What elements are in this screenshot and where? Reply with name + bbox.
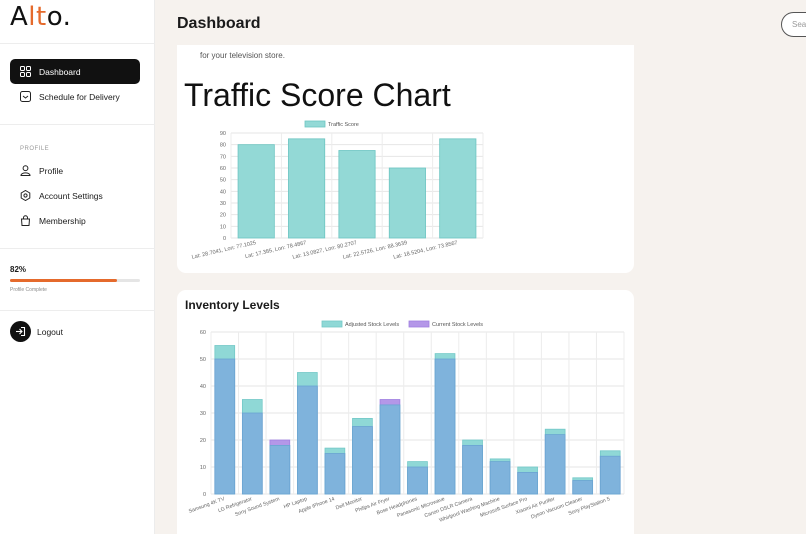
traffic-heading: Traffic Score Chart	[184, 77, 451, 113]
divider	[0, 248, 155, 249]
y-tick-label: 40	[200, 384, 206, 390]
legend-label: Traffic Score	[328, 122, 359, 128]
y-tick-label: 0	[223, 236, 226, 242]
profile-progress-caption: Profile Complete	[10, 287, 47, 293]
y-tick-label: 30	[200, 411, 206, 417]
overlap-stock-bar	[462, 444, 483, 495]
nav-schedule-label: Schedule for Delivery	[39, 91, 120, 102]
user-icon	[20, 165, 31, 176]
y-tick-label: 40	[220, 189, 226, 195]
nav-account-settings[interactable]: Account Settings	[10, 183, 140, 208]
nav-schedule-delivery[interactable]: Schedule for Delivery	[10, 84, 140, 109]
logout-label: Logout	[37, 326, 63, 337]
divider	[0, 310, 155, 311]
page-title: Dashboard	[177, 15, 261, 32]
nav-dashboard-label: Dashboard	[39, 66, 81, 77]
y-tick-label: 80	[220, 143, 226, 149]
nav-dashboard[interactable]: Dashboard	[10, 59, 140, 84]
overlap-stock-bar	[214, 358, 236, 495]
y-tick-label: 50	[220, 178, 226, 184]
inventory-card: Inventory Levels 0 10 20 30 40 50 60 Samsung 4K…	[177, 290, 634, 534]
overlap-stock-bar	[599, 455, 621, 495]
grid-icon	[20, 66, 31, 77]
overlap-stock-bar	[489, 461, 511, 495]
traffic-score-bar	[388, 167, 426, 239]
legend-label: Adjusted Stock Levels	[345, 322, 399, 328]
bag-icon	[20, 215, 31, 226]
traffic-card: for your television store. Traffic Score…	[177, 45, 634, 273]
y-tick-label: 60	[200, 330, 206, 336]
traffic-score-bar	[338, 150, 376, 239]
nav-profile[interactable]: Profile	[10, 158, 140, 183]
overlap-stock-bar	[407, 466, 428, 495]
y-tick-label: 0	[203, 492, 206, 498]
y-tick-label: 90	[220, 131, 226, 137]
search-input[interactable]: Sea	[781, 12, 806, 37]
gear-icon	[20, 190, 31, 201]
legend-swatch	[321, 320, 343, 328]
nav-membership-label: Membership	[39, 215, 86, 226]
y-tick-label: 30	[220, 201, 226, 207]
traffic-description: for your television store.	[200, 51, 285, 60]
divider	[0, 43, 155, 44]
overlap-stock-bar	[241, 412, 263, 495]
overlap-stock-bar	[352, 426, 373, 495]
y-tick-label: 70	[220, 154, 226, 160]
overlap-stock-bar	[297, 385, 318, 495]
legend-swatch	[304, 120, 326, 128]
profile-progress-value: 82%	[10, 265, 27, 274]
nav-membership[interactable]: Membership	[10, 208, 140, 233]
nav-account-settings-label: Account Settings	[39, 190, 103, 201]
sidebar: Alto. Dashboard Schedule for Delivery PR…	[0, 0, 155, 534]
top-bar: Dashboard	[156, 0, 806, 48]
legend-swatch	[408, 320, 430, 328]
divider	[0, 124, 155, 125]
overlap-stock-bar	[379, 404, 401, 495]
traffic-score-bar	[439, 138, 477, 239]
inventory-heading: Inventory Levels	[185, 298, 280, 312]
brand-logo[interactable]: Alto.	[10, 2, 72, 32]
overlap-stock-bar	[517, 471, 538, 495]
inbox-icon	[20, 91, 31, 102]
traffic-score-bar	[288, 138, 326, 239]
overlap-stock-bar	[572, 480, 594, 495]
y-tick-label: 10	[220, 224, 226, 230]
profile-section-label: PROFILE	[20, 146, 50, 152]
overlap-stock-bar	[544, 434, 566, 495]
logout-icon	[10, 321, 31, 342]
traffic-score-bar	[237, 144, 275, 239]
y-tick-label: 60	[220, 166, 226, 172]
profile-progress-bar	[10, 279, 140, 282]
profile-progress-fill	[10, 279, 117, 282]
nav-profile-label: Profile	[39, 165, 64, 176]
y-tick-label: 20	[220, 213, 226, 219]
legend-label: Current Stock Levels	[432, 322, 483, 328]
y-tick-label: 10	[200, 465, 206, 471]
overlap-stock-bar	[434, 358, 456, 495]
y-tick-label: 50	[200, 357, 206, 363]
overlap-stock-bar	[269, 444, 291, 495]
y-tick-label: 20	[200, 438, 206, 444]
logout-button[interactable]: Logout	[10, 321, 63, 342]
overlap-stock-bar	[324, 453, 346, 495]
